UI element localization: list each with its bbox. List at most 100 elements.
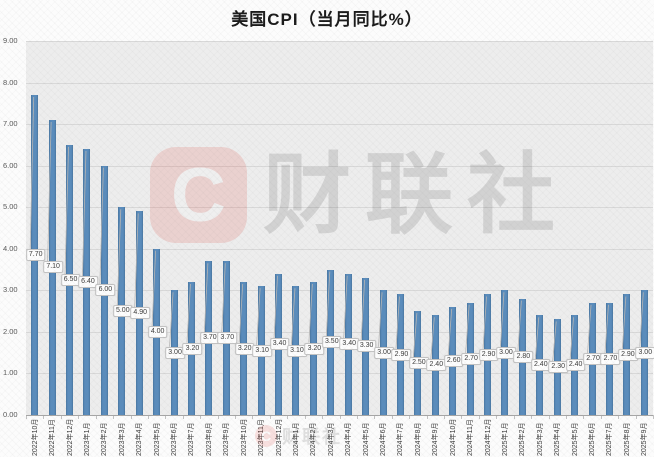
data-label: 2.90 — [391, 348, 412, 361]
x-axis-label: 2024年4月 — [345, 422, 353, 456]
x-axis-tick — [147, 415, 149, 419]
y-axis-tick-label: 4.00 — [3, 243, 18, 253]
x-axis-label: 2023年12月 — [275, 418, 283, 456]
x-axis-tick — [548, 415, 550, 419]
x-axis-tick — [304, 415, 306, 419]
x-axis-tick — [339, 415, 341, 419]
x-axis-tick — [496, 415, 498, 419]
data-label: 6.00 — [95, 284, 116, 297]
x-axis-tick — [461, 415, 463, 419]
x-axis-tick — [269, 415, 271, 419]
x-axis-label: 2023年3月 — [118, 422, 126, 456]
data-label: 3.20 — [304, 342, 325, 355]
x-axis-label: 2024年1月 — [292, 422, 300, 456]
x-axis-label: 2025年5月 — [571, 422, 579, 456]
x-axis-tick — [165, 415, 167, 419]
x-axis-label: 2024年11月 — [467, 419, 475, 456]
x-axis-tick — [565, 415, 567, 419]
x-axis-label: 2025年4月 — [554, 422, 562, 456]
x-axis-label: 2024年2月 — [310, 422, 318, 456]
data-label: 3.30 — [356, 340, 377, 353]
x-axis-line — [26, 415, 653, 416]
data-label: 4.90 — [130, 307, 151, 320]
x-axis-label: 2024年12月 — [484, 418, 492, 456]
x-axis-tick — [391, 415, 393, 419]
data-label: 3.10 — [252, 344, 272, 357]
y-axis-tick-label: 7.00 — [3, 119, 18, 129]
y-axis-tick-label: 6.00 — [3, 160, 18, 170]
x-axis-tick — [182, 415, 184, 419]
x-axis-label: 2023年11月 — [258, 419, 266, 456]
x-axis-tick — [322, 415, 324, 419]
x-axis-label: 2023年2月 — [101, 422, 109, 456]
x-axis-tick — [130, 415, 132, 419]
x-axis-label: 2023年10月 — [240, 418, 248, 456]
data-label: 7.10 — [43, 261, 63, 274]
data-label: 3.00 — [374, 346, 394, 359]
x-axis-label: 2025年8月 — [623, 422, 631, 456]
x-axis-label: 2024年6月 — [380, 422, 388, 456]
x-axis-label: 2024年9月 — [432, 422, 440, 456]
data-label: 7.70 — [25, 249, 46, 261]
data-label: 3.50 — [321, 336, 342, 349]
x-axis-label: 2024年5月 — [362, 422, 370, 456]
y-gridline — [26, 41, 653, 42]
y-axis-tick-label: 8.00 — [3, 77, 18, 87]
x-axis-label: 2025年1月 — [501, 422, 509, 456]
x-axis-label: 2023年9月 — [223, 422, 231, 456]
x-axis-label: 2025年9月 — [641, 422, 649, 456]
x-axis-label: 2023年4月 — [136, 422, 144, 456]
x-axis-tick — [374, 415, 376, 419]
data-label: 3.70 — [200, 332, 220, 345]
data-label: 3.00 — [635, 346, 654, 359]
x-axis-tick — [200, 415, 202, 419]
x-axis-tick — [252, 415, 254, 419]
x-axis-tick — [113, 415, 115, 419]
data-label: 5.00 — [112, 305, 133, 318]
x-axis-tick — [60, 415, 62, 419]
x-axis-label: 2024年8月 — [414, 422, 422, 456]
x-axis-label: 2024年7月 — [397, 422, 405, 456]
y-gridline — [26, 124, 653, 126]
x-axis-label: 2025年2月 — [519, 422, 527, 456]
x-axis-label: 2025年3月 — [536, 422, 544, 456]
y-gridline — [26, 207, 653, 209]
y-axis-tick-label: 5.00 — [3, 202, 18, 212]
x-axis-label: 2023年6月 — [171, 422, 179, 456]
y-gridline — [26, 373, 653, 375]
x-axis-tick — [583, 415, 585, 419]
x-axis-label: 2024年3月 — [327, 422, 335, 456]
x-axis-tick — [531, 415, 533, 419]
data-label: 6.40 — [78, 276, 98, 289]
plot-area — [26, 41, 653, 415]
x-axis-tick — [217, 415, 219, 419]
x-axis-tick — [426, 415, 428, 419]
data-label: 3.40 — [269, 338, 290, 351]
x-axis-tick — [635, 415, 637, 419]
x-axis-label: 2022年12月 — [66, 418, 74, 456]
x-axis-tick — [78, 415, 80, 419]
y-axis-tick-label: 2.00 — [3, 326, 18, 336]
data-label: 2.80 — [513, 350, 534, 363]
y-gridline — [26, 165, 653, 167]
chart-title: 美国CPI（当月同比%） — [231, 10, 423, 29]
x-axis-label: 2022年10月 — [31, 418, 39, 456]
x-axis-tick — [287, 415, 289, 419]
x-axis-tick — [235, 415, 236, 419]
x-axis-tick — [26, 415, 27, 419]
x-axis-tick — [95, 415, 97, 419]
x-axis-label: 2022年11月 — [49, 419, 57, 456]
data-label: 3.20 — [182, 342, 203, 355]
x-axis-tick — [444, 415, 445, 419]
y-gridline — [26, 290, 653, 292]
data-label: 3.70 — [217, 332, 238, 345]
x-axis-tick — [409, 415, 411, 419]
x-axis-tick — [356, 415, 358, 419]
x-axis-tick — [513, 415, 515, 419]
data-label: 2.70 — [461, 352, 481, 365]
y-gridline — [26, 82, 653, 84]
x-axis-label: 2023年1月 — [83, 422, 91, 456]
data-label: 2.70 — [600, 352, 621, 365]
x-axis-tick — [600, 415, 602, 419]
